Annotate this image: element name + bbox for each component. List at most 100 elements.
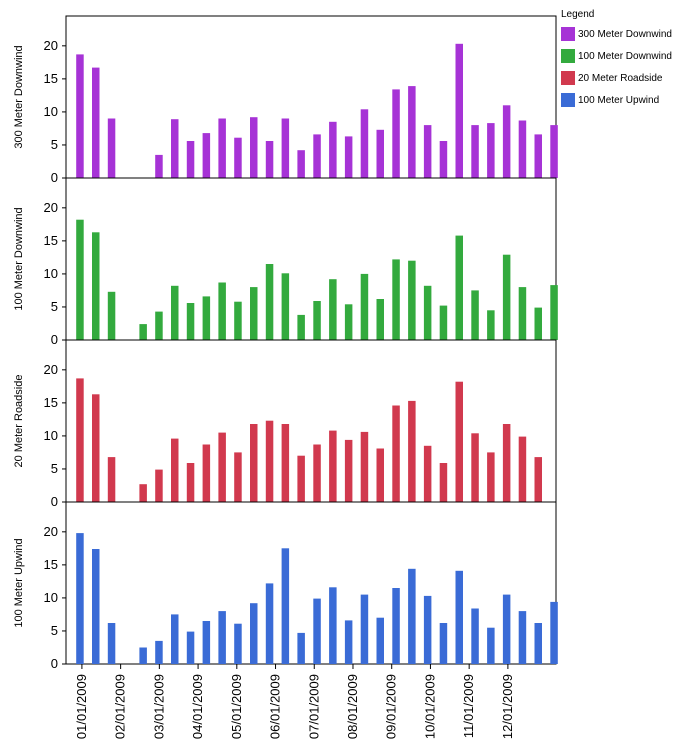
y-tick-label: 10 — [44, 428, 58, 443]
y-axis-label: 100 Meter Upwind — [13, 538, 25, 627]
bar — [376, 448, 384, 502]
bar — [155, 311, 163, 340]
bar — [265, 420, 274, 502]
bar — [408, 86, 416, 178]
y-tick-label: 20 — [44, 200, 58, 215]
y-axis-label: 20 Meter Roadside — [13, 375, 25, 468]
legend-item-label: 300 Meter Downwind — [578, 29, 672, 40]
bar — [297, 314, 305, 340]
bar — [155, 640, 163, 664]
bar — [234, 452, 242, 502]
bar — [534, 623, 542, 664]
bar — [502, 254, 511, 340]
bar — [550, 285, 558, 340]
bar — [392, 405, 400, 502]
bar — [234, 301, 242, 340]
y-tick-label: 5 — [51, 299, 58, 314]
bar — [107, 118, 116, 178]
x-tick-label: 11/01/2009 — [461, 674, 476, 738]
legend-swatch — [561, 49, 575, 63]
bar — [218, 432, 226, 502]
bar — [139, 484, 147, 502]
bar — [107, 457, 116, 502]
y-tick-label: 5 — [51, 137, 58, 152]
bar — [76, 378, 84, 502]
x-tick-label: 07/01/2009 — [306, 674, 321, 739]
bar — [281, 273, 290, 340]
bar — [550, 125, 558, 178]
bar — [281, 548, 290, 664]
bar — [202, 621, 211, 664]
bar — [471, 433, 479, 502]
bar — [92, 549, 100, 664]
bar — [265, 583, 274, 664]
bar — [313, 134, 321, 178]
bar — [392, 89, 400, 178]
bar — [202, 444, 211, 502]
y-tick-label: 15 — [44, 557, 58, 572]
x-tick-label: 08/01/2009 — [345, 674, 360, 739]
bar — [550, 601, 558, 664]
bar — [439, 305, 448, 340]
bar — [250, 424, 258, 502]
bar — [471, 608, 479, 664]
legend-swatch — [561, 71, 575, 85]
x-tick-label: 12/01/2009 — [500, 674, 515, 739]
legend-swatch — [561, 93, 575, 107]
bar — [329, 430, 337, 502]
bar — [487, 310, 495, 340]
legend-item-label: 100 Meter Downwind — [578, 51, 672, 62]
bar — [344, 439, 353, 502]
bar — [502, 105, 511, 178]
bar — [171, 285, 179, 340]
y-tick-label: 10 — [44, 104, 58, 119]
bar — [250, 117, 258, 178]
bar — [487, 452, 495, 502]
bar — [534, 134, 542, 178]
panel-frame — [65, 339, 557, 503]
bar — [376, 129, 384, 178]
bar — [360, 431, 369, 502]
x-tick-label: 09/01/2009 — [384, 674, 399, 739]
bar — [218, 611, 226, 664]
bar — [171, 438, 179, 502]
bar — [439, 463, 448, 502]
y-tick-label: 10 — [44, 590, 58, 605]
bar — [186, 631, 195, 664]
bar — [250, 603, 258, 664]
bar — [455, 381, 463, 502]
bar — [202, 296, 211, 340]
bar — [218, 118, 226, 178]
x-tick-label: 03/01/2009 — [151, 674, 166, 739]
bar — [423, 125, 432, 178]
bar — [360, 594, 369, 664]
y-tick-label: 15 — [44, 71, 58, 86]
bar — [455, 43, 463, 178]
bar — [186, 463, 195, 502]
bar — [265, 264, 274, 340]
bar — [408, 260, 416, 340]
bar — [297, 455, 305, 502]
bar — [234, 137, 242, 178]
bar — [281, 118, 290, 178]
panel-2: 0 5 10 15 20 100 Meter Downwind — [13, 177, 558, 347]
bar — [265, 141, 274, 178]
bar — [344, 136, 353, 178]
bar — [155, 154, 163, 178]
bar — [107, 623, 116, 664]
bar — [502, 594, 511, 664]
bar — [329, 121, 337, 178]
bar — [518, 120, 527, 178]
bar — [297, 632, 305, 664]
bar — [186, 303, 195, 340]
bar — [376, 617, 384, 664]
bar — [281, 424, 290, 502]
bar — [423, 595, 432, 664]
x-tick-label: 05/01/2009 — [229, 674, 244, 739]
bar — [360, 109, 369, 178]
y-tick-label: 5 — [51, 461, 58, 476]
panel-frame — [65, 177, 557, 341]
y-tick-label: 0 — [51, 656, 58, 671]
x-tick-label: 06/01/2009 — [268, 674, 283, 739]
